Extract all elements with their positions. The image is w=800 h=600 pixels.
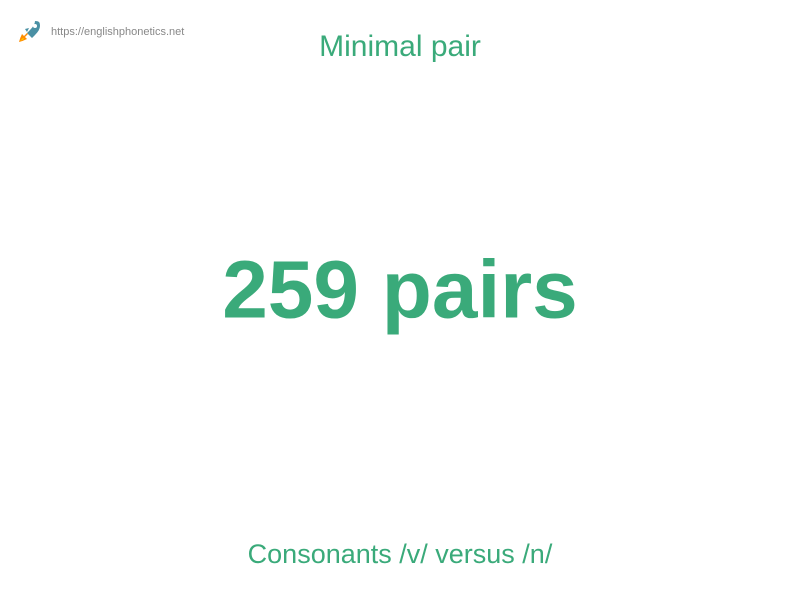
main-pairs-count: 259 pairs <box>222 244 578 338</box>
page-title: Minimal pair <box>319 30 481 64</box>
url-text: https://englishphonetics.net <box>51 26 184 38</box>
rocket-icon <box>15 18 43 46</box>
url-section: https://englishphonetics.net <box>15 18 184 46</box>
subtitle-consonants: Consonants /v/ versus /n/ <box>248 539 553 570</box>
